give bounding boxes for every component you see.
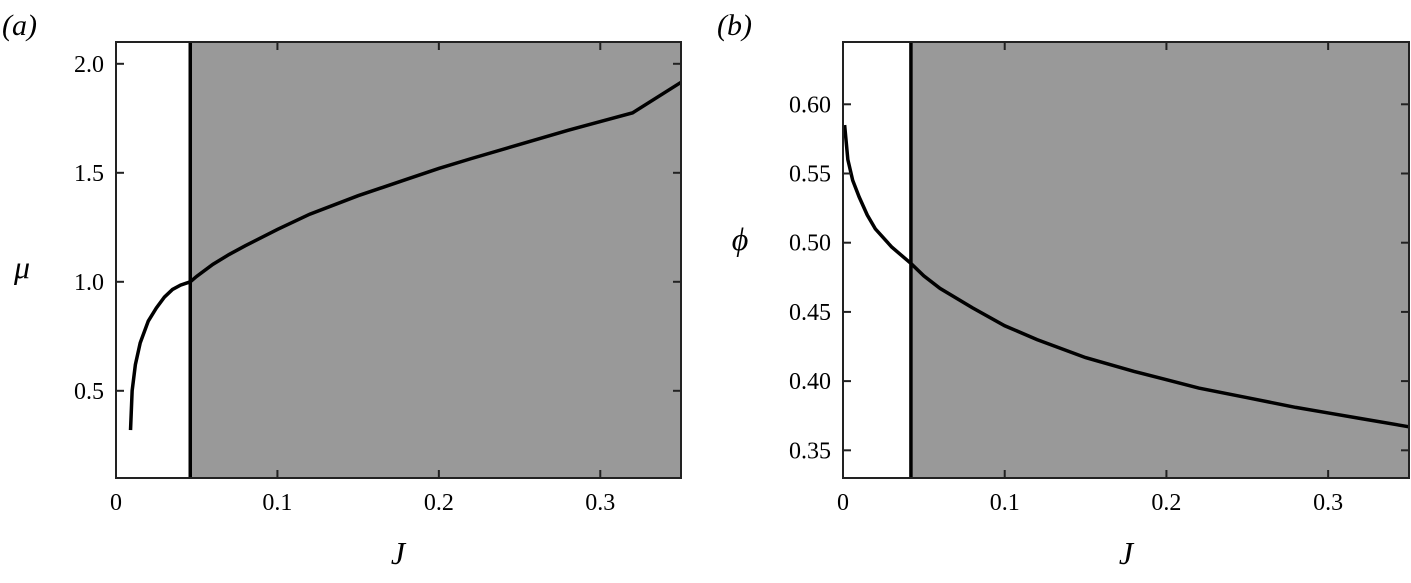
panel-a-label: (a) [2, 9, 37, 42]
panel-b-shaded-region [910, 42, 1409, 478]
panel-b-y-tick-label: 0.45 [789, 300, 831, 326]
panel-a-y-tick-label: 1.0 [74, 270, 104, 296]
panel-a-y-axis-label: μ [13, 249, 30, 285]
panel-a-x-tick-labels: 0 0.1 0.2 0.3 [110, 490, 615, 516]
panel-b-y-tick-label: 0.40 [789, 369, 831, 395]
panel-a-y-tick-label: 2.0 [74, 52, 104, 78]
panel-b-y-tick-label: 0.35 [789, 438, 831, 464]
panel-b-frame [842, 41, 1410, 479]
panel-b-y-axis-label: ϕ [732, 221, 749, 257]
panel-b-curve [842, 124, 1410, 429]
panel-b-y-tick-label: 0.50 [789, 231, 831, 257]
panel-a-y-tick-labels: 0.5 1.0 1.5 2.0 [74, 52, 104, 405]
panel-a-y-tick-label: 0.5 [74, 379, 104, 405]
panel-a-x-tick-label: 0.3 [585, 490, 615, 516]
panel-a-shaded-region [190, 42, 681, 478]
panel-b-y-tick-label: 0.60 [789, 92, 831, 118]
panel-b-x-tick-label: 0.3 [1313, 490, 1343, 516]
panel-a-x-tick-label: 0 [110, 490, 122, 516]
panel-a-y-ticks [116, 62, 681, 392]
panel-b-x-ticks [842, 42, 1330, 478]
panel-b-y-ticks [843, 103, 1409, 452]
panel-a-x-tick-label: 0.1 [262, 490, 292, 516]
panel-b-x-tick-label: 0.2 [1151, 490, 1181, 516]
panel-a-frame [115, 41, 682, 479]
panel-b-x-axis-label: J [1119, 535, 1135, 571]
panel-b-x-tick-labels: 0 0.1 0.2 0.3 [837, 490, 1343, 516]
panel-b: (b) 0 0.1 0.2 0.3 0.350.400.450.500.550.60 … [717, 9, 1410, 571]
panel-b-y-tick-label: 0.55 [789, 161, 831, 187]
panel-a: (a) 0 0.1 0.2 0.3 0.5 1.0 1.5 2.0 J μ [2, 9, 682, 571]
panel-a-curve [128, 80, 682, 431]
panel-a-y-tick-label: 1.5 [74, 161, 104, 187]
panel-a-x-axis-label: J [391, 535, 407, 571]
panel-b-x-tick-label: 0.1 [990, 490, 1020, 516]
panel-a-x-ticks [115, 42, 602, 478]
panel-b-x-tick-label: 0 [837, 490, 849, 516]
panel-b-label: (b) [717, 9, 752, 42]
panel-a-x-tick-label: 0.2 [424, 490, 454, 516]
panel-b-y-tick-labels: 0.35 0.40 0.45 0.50 0.55 0.60 [789, 92, 831, 464]
